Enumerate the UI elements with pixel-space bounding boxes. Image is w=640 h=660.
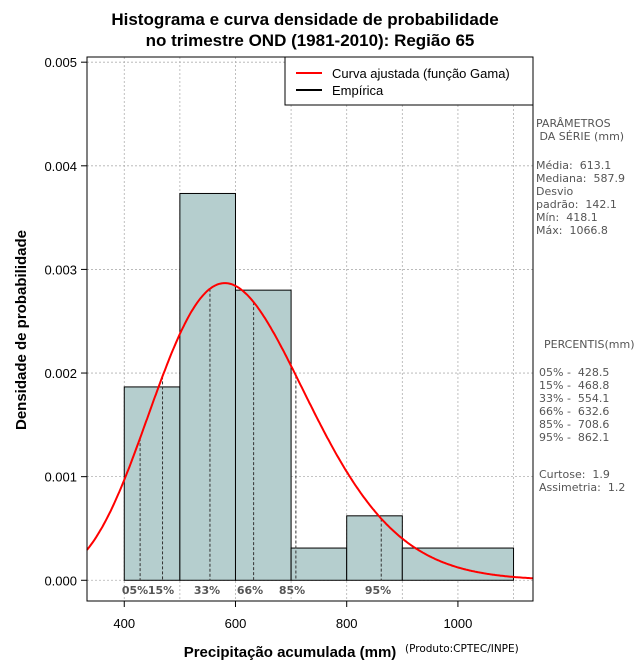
percentis-title: PERCENTIS(mm)	[544, 338, 635, 351]
y-tick-label: 0.003	[44, 262, 77, 277]
credit-text: (Produto:CPTEC/INPE)	[405, 643, 519, 655]
chart-title-line1: Histograma e curva densidade de probabil…	[111, 10, 498, 29]
x-tick-label: 600	[225, 616, 247, 631]
x-axis: 400 600 800 1000	[113, 600, 472, 631]
y-axis-label: Densidade de probabilidade	[13, 230, 30, 430]
params-title: PARÂMETROS DA SÉRIE (mm)	[536, 117, 625, 143]
histogram-bar	[346, 515, 403, 581]
percentile-label: 15%	[148, 584, 174, 597]
params-values: Média: 613.1 Mediana: 587.9 Desvio padrã…	[536, 159, 625, 237]
histogram-bar	[234, 289, 292, 581]
percentis-values: 05% - 428.5 15% - 468.8 33% - 554.1 66% …	[539, 366, 610, 444]
y-tick-label: 0.001	[44, 470, 77, 485]
histogram-bar	[290, 547, 348, 581]
legend: Curva ajustada (função Gama) Empírica	[284, 56, 534, 106]
histogram-bar	[179, 192, 236, 581]
legend-box	[284, 56, 534, 106]
chart-title-line2: no trimestre OND (1981-2010): Região 65	[146, 31, 475, 50]
gamma-fit-curve	[86, 282, 534, 580]
y-tick-label: 0.004	[44, 159, 77, 174]
y-axis: 0.000 0.001 0.002 0.003 0.004 0.005	[44, 55, 87, 588]
y-tick-label: 0.000	[44, 573, 77, 588]
percentile-label: 66%	[237, 584, 263, 597]
y-tick-label: 0.002	[44, 366, 77, 381]
x-tick-label: 800	[336, 616, 358, 631]
legend-label-fit: Curva ajustada (função Gama)	[332, 66, 510, 81]
percentile-label: 95%	[365, 584, 391, 597]
shape-stats: Curtose: 1.9 Assimetria: 1.2	[539, 468, 626, 494]
legend-label-empirical: Empírica	[332, 83, 384, 98]
x-tick-label: 1000	[443, 616, 472, 631]
x-axis-label: Precipitação acumulada (mm)	[184, 644, 397, 660]
x-tick-label: 400	[113, 616, 135, 631]
percentile-label: 85%	[279, 584, 305, 597]
y-tick-label: 0.005	[44, 55, 77, 70]
histogram-bars	[123, 192, 515, 581]
percentile-label: 05%	[122, 584, 148, 597]
percentile-label: 33%	[194, 584, 220, 597]
histogram-bar	[123, 386, 181, 581]
percentile-lines: 05% 15% 33% 66% 85% 95%	[122, 288, 391, 597]
